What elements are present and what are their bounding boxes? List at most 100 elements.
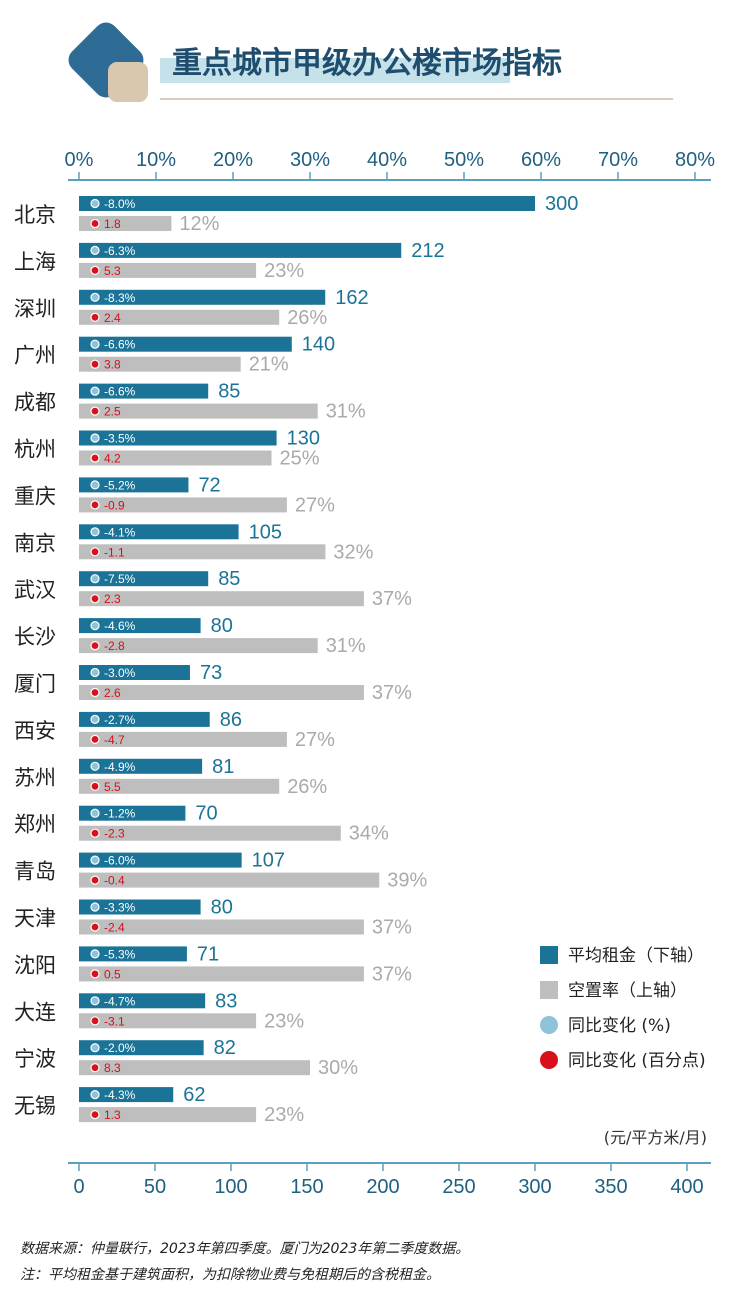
city-label: 青岛	[14, 860, 56, 884]
rent-change-label: -6.0%	[104, 854, 136, 868]
legend-item: 空置率（上轴）	[540, 981, 687, 1001]
vacancy-value-label: 39%	[387, 870, 427, 892]
rent-value-label: 80	[211, 897, 233, 919]
vacancy-bar	[79, 919, 364, 935]
rent-value-label: 85	[218, 381, 240, 403]
vacancy-bar	[79, 262, 257, 278]
city-row: 郑州 70 -1.2% 34% -2.3	[14, 803, 389, 845]
rent-bar	[79, 571, 209, 587]
vacancy-value-label: 31%	[326, 635, 366, 657]
top-axis-tick-label: 0%	[65, 149, 94, 171]
vacancy-value-label: 25%	[280, 448, 320, 470]
bottom-axis-tick-label: 400	[670, 1176, 703, 1198]
rent-value-label: 86	[220, 709, 242, 731]
vacancy-value-label: 30%	[318, 1057, 358, 1079]
rent-change-dot	[90, 902, 100, 912]
vacancy-bar	[79, 638, 318, 654]
vacancy-change-dot	[90, 1109, 100, 1120]
footnote-source: 数据来源：仲量联行，2023年第四季度。厦门为2023年第二季度数据。	[20, 1241, 470, 1257]
vacancy-change-dot	[90, 218, 100, 229]
city-label: 重庆	[14, 484, 56, 508]
city-label: 武汉	[14, 578, 56, 602]
vacancy-bar	[79, 450, 272, 466]
vacancy-value-label: 37%	[372, 588, 412, 610]
rent-change-label: -2.0%	[104, 1041, 136, 1055]
rent-bar	[79, 618, 201, 634]
vacancy-value-label: 27%	[295, 494, 335, 516]
legend-swatch	[540, 1051, 558, 1069]
vacancy-value-label: 27%	[295, 729, 335, 751]
vacancy-value-label: 37%	[372, 917, 412, 939]
rent-change-label: -4.6%	[104, 619, 136, 633]
city-row: 上海 212 -6.3% 23% 5.3	[14, 240, 445, 282]
legend-item: 平均租金（下轴）	[540, 946, 704, 966]
legend-label: 平均租金（下轴）	[568, 946, 704, 966]
rent-value-label: 73	[200, 662, 222, 684]
bottom-axis-unit: (元/平方米/月)	[604, 1128, 707, 1147]
city-row: 成都 85 -6.6% 31% 2.5	[14, 381, 366, 423]
rent-change-label: -4.9%	[104, 760, 136, 774]
city-row: 北京 300 -8.0% 12% 1.8	[14, 193, 578, 235]
city-label: 广州	[14, 344, 56, 368]
city-label: 西安	[14, 719, 56, 743]
rent-bar	[79, 665, 190, 680]
rent-change-dot	[90, 480, 100, 490]
vacancy-change-dot	[90, 1016, 100, 1026]
top-axis-tick-label: 40%	[367, 149, 407, 171]
bottom-axis-tick-label: 50	[144, 1176, 166, 1198]
vacancy-bar	[79, 591, 364, 607]
vacancy-bar	[79, 872, 380, 888]
legend-item: 同比变化 (%)	[540, 1016, 671, 1036]
rent-change-dot	[90, 667, 100, 678]
rent-value-label: 140	[302, 334, 335, 356]
rent-change-dot	[90, 1043, 100, 1053]
rent-bar	[79, 336, 292, 352]
vacancy-change-label: 1.3	[104, 1108, 121, 1122]
vacancy-bar	[79, 216, 172, 231]
vacancy-change-label: -2.4	[104, 921, 125, 935]
top-axis-tick-label: 70%	[598, 149, 638, 171]
vacancy-change-dot	[90, 547, 100, 557]
city-label: 南京	[14, 531, 56, 555]
vacancy-change-dot	[90, 875, 100, 885]
bottom-axis-tick-label: 250	[442, 1176, 475, 1198]
vacancy-change-label: 5.5	[104, 780, 121, 794]
city-row: 长沙 80 -4.6% 31% -2.8	[14, 615, 366, 657]
rent-change-dot	[90, 949, 100, 959]
rent-change-dot	[90, 433, 100, 443]
rent-bar	[79, 196, 535, 211]
rent-change-dot	[90, 714, 100, 725]
top-axis-tick-label: 20%	[213, 149, 253, 171]
vacancy-change-label: -4.7	[104, 733, 125, 747]
rent-value-label: 300	[545, 193, 578, 215]
rent-change-label: -6.6%	[104, 385, 136, 399]
vacancy-change-label: 2.4	[104, 311, 121, 325]
vacancy-change-dot	[90, 640, 100, 651]
vacancy-value-label: 37%	[372, 963, 412, 985]
rent-value-label: 81	[212, 756, 234, 778]
vacancy-change-label: -0.9	[104, 498, 125, 512]
rent-change-dot	[90, 1089, 100, 1100]
vacancy-change-label: 2.6	[104, 686, 121, 700]
rent-value-label: 70	[195, 803, 217, 825]
rent-bar	[79, 1087, 174, 1103]
legend-label: 同比变化 (%)	[568, 1016, 671, 1036]
rent-bar	[79, 946, 187, 962]
vacancy-change-dot	[90, 1063, 100, 1073]
rent-change-dot	[90, 808, 100, 818]
top-axis-tick-label: 30%	[290, 149, 330, 171]
rent-change-label: -2.7%	[104, 713, 136, 727]
legend-swatch	[540, 1016, 558, 1034]
vacancy-change-label: 3.8	[104, 358, 121, 372]
city-row: 大连 83 -4.7% 23% -3.1	[14, 990, 304, 1032]
top-axis: 0% 10% 20% 30% 40% 50% 60% 70% 80%	[65, 149, 715, 181]
city-row: 宁波 82 -2.0% 30% 8.3	[14, 1037, 358, 1079]
vacancy-value-label: 21%	[249, 354, 289, 376]
vacancy-change-label: 0.5	[104, 967, 121, 981]
city-label: 大连	[14, 1000, 56, 1024]
vacancy-change-label: -2.8	[104, 639, 125, 653]
bottom-axis-tick-label: 200	[366, 1176, 399, 1198]
city-label: 厦门	[14, 672, 56, 696]
rent-change-dot	[90, 198, 100, 209]
vacancy-change-dot	[90, 969, 100, 979]
